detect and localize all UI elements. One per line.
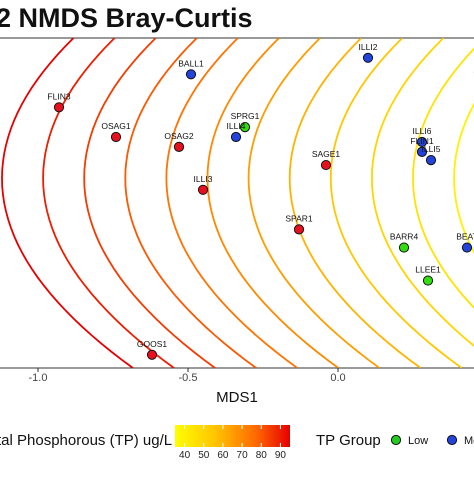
data-point [230,131,242,143]
plot-panel [0,37,474,369]
legend-entries: Low Me [390,434,474,447]
colorbar-ticks: 40 50 60 70 80 90 [179,425,286,461]
point-label: FLIN1 [410,136,433,146]
contour-line [42,38,175,368]
data-point [239,122,251,133]
data-point [320,159,332,171]
data-point [362,52,374,63]
contour-line [453,102,474,255]
chart-title: 2 NMDS Bray-Curtis [0,3,253,33]
data-points: BALL1ILLI2BAFLIN3SPRG1OSAG1ILLI4OSAG2ILL… [47,42,474,360]
colorbar-tick-label: 40 [179,450,191,461]
data-point [185,69,197,80]
point-label: BEAT [456,232,474,242]
point-label: BALL1 [178,58,204,68]
colorbar-tick-label: 50 [198,450,210,461]
data-point [146,349,158,360]
data-point [416,136,428,148]
colorbar-tick-label: 90 [275,450,287,461]
point-label: SPRG1 [231,111,260,121]
data-point [53,102,65,113]
x-tick-label: -1.0 [29,372,48,384]
point-label: BARR4 [390,232,419,242]
point-label: OSAG2 [164,131,194,141]
legend-marker [390,434,402,446]
colorbar-title: tal Phosphorous (TP) ug/L [0,432,172,449]
point-label: ILLI2 [359,42,378,52]
contour-line [83,38,216,368]
contour-line [165,38,298,368]
contour-line [124,38,257,368]
legend-label: Me [464,435,474,447]
data-point [110,131,122,143]
x-axis: -1.0-0.50.00.5 [29,368,346,384]
data-point [173,141,185,152]
data-point [197,184,209,195]
contour-line [1,38,134,368]
data-point [461,242,473,253]
point-label: LLEE1 [415,265,441,275]
legend-marker [446,434,458,446]
data-point [293,224,305,235]
point-label: GOOS1 [137,339,168,349]
data-point [398,242,410,253]
x-tick-label: -0.5 [179,372,198,384]
point-label: ILLI3 [194,174,213,184]
contour-line [329,38,463,368]
colorbar-tick-label: 80 [256,450,268,461]
data-point [422,275,434,286]
data-point [425,155,437,166]
contour-line [412,47,474,310]
contour-line [206,38,339,368]
data-point [416,146,428,157]
colorbar-gradient [175,425,290,447]
colorbar-tick-label: 70 [237,450,249,461]
point-label: FLIN3 [47,91,70,101]
point-label: SPAR1 [285,213,313,223]
point-label: ILLI5 [422,144,441,154]
contour-line [247,38,381,368]
x-tick-label: 0.0 [330,372,345,384]
point-label: ILLI6 [413,126,432,136]
contour-line [288,38,422,368]
point-label: OSAG1 [101,121,131,131]
colorbar-tick-label: 60 [217,450,229,461]
contour-line [370,38,474,347]
legend-label: Low [408,435,428,447]
x-axis-label: MDS1 [216,389,258,406]
legend-title: TP Group [316,432,381,449]
point-label: SAGE1 [312,149,341,159]
point-label: ILLI4 [227,121,246,131]
contour-lines [1,38,474,368]
